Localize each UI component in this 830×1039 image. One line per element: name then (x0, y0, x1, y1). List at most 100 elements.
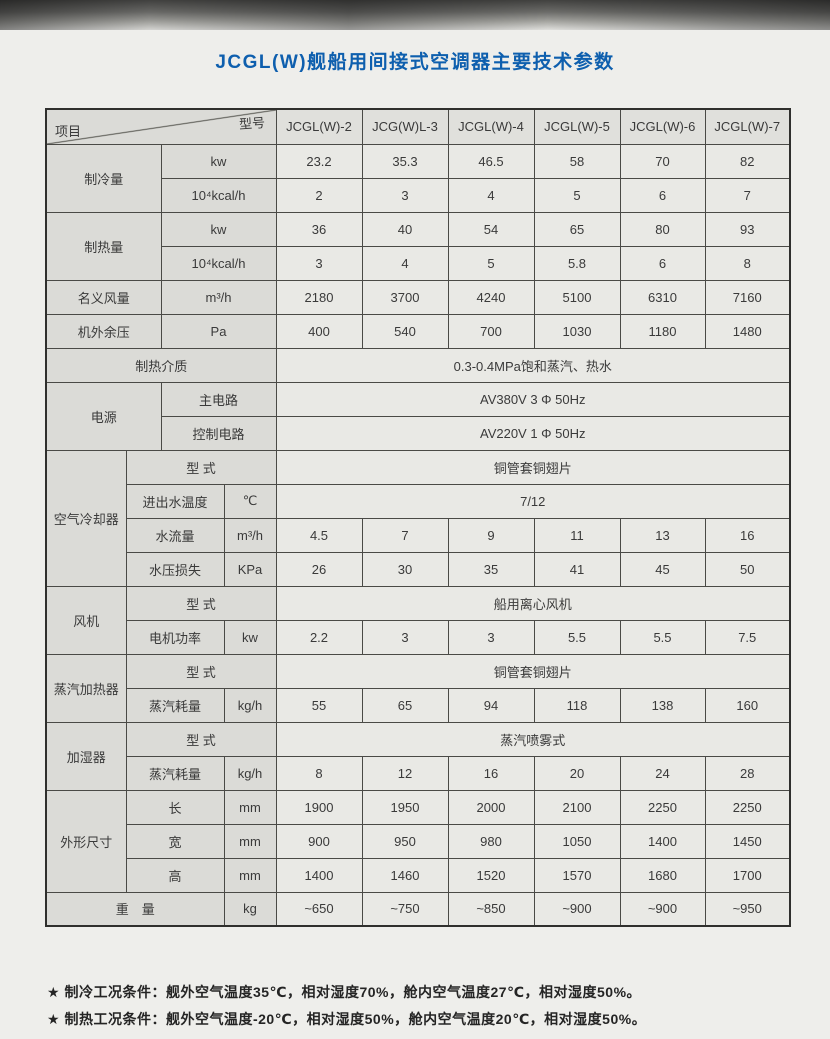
table-row: 控制电路 AV220V 1 Φ 50Hz (46, 415, 791, 451)
value-cell: 11 (533, 517, 621, 553)
value-cell: 4.5 (275, 517, 363, 553)
table-row: 重 量 kg ~650 ~750 ~850 ~900 ~900 ~950 (45, 891, 791, 927)
value-cell: 9 (447, 517, 535, 553)
sublabel-steam-consumption: 蒸汽耗量 (125, 755, 225, 791)
merged-value-cell: 铜管套铜翅片 (275, 653, 791, 689)
table-row: 名义风量 m³/h 2180 3700 4240 5100 6310 7160 (45, 279, 791, 315)
label-cooling-capacity: 制冷量 (45, 143, 162, 213)
value-cell: 1400 (619, 823, 706, 859)
label-humidifier: 加湿器 (45, 721, 127, 791)
value-cell: 2250 (704, 789, 791, 825)
unit-cell: mm (223, 823, 277, 859)
label-weight: 重 量 (45, 891, 225, 927)
label-dimensions: 外形尺寸 (45, 789, 127, 893)
sublabel-steam-consumption: 蒸汽耗量 (125, 687, 225, 723)
merged-value-cell: 铜管套铜翅片 (275, 449, 791, 485)
value-cell: ~950 (704, 891, 791, 927)
value-cell: 4 (447, 177, 535, 213)
value-cell: 7 (361, 517, 449, 553)
value-cell: 540 (361, 313, 449, 349)
unit-cell: Pa (160, 313, 277, 349)
value-cell: 8 (704, 245, 791, 281)
unit-cell: mm (223, 857, 277, 893)
value-cell: 2180 (275, 279, 363, 315)
value-cell: ~850 (447, 891, 535, 927)
sublabel-water-temp: 进出水温度 (125, 483, 225, 519)
model-header: JCG(W)L-3 (361, 108, 449, 145)
value-cell: 1050 (533, 823, 621, 859)
value-cell: 45 (619, 551, 706, 587)
value-cell: 950 (361, 823, 449, 859)
model-header: JCGL(W)-7 (704, 108, 791, 145)
table-row: 10⁴kcal/h 3 4 5 5.8 6 8 (46, 245, 791, 281)
table-row: 制冷量 kw 23.2 35.3 46.5 58 70 82 (45, 143, 791, 213)
value-cell: 40 (361, 211, 449, 247)
table-row: 蒸汽耗量 kg/h 55 65 94 118 138 160 (46, 687, 791, 723)
value-cell: 16 (704, 517, 791, 553)
merged-value-cell: AV220V 1 Φ 50Hz (275, 415, 791, 451)
model-header: JCGL(W)-6 (619, 108, 706, 145)
model-header: JCGL(W)-2 (275, 108, 363, 145)
value-cell: 93 (704, 211, 791, 247)
table-row: 电源 主电路 AV380V 3 Φ 50Hz (45, 381, 791, 451)
value-cell: ~900 (533, 891, 621, 927)
value-cell: 35 (447, 551, 535, 587)
merged-value-cell: AV380V 3 Φ 50Hz (275, 381, 791, 417)
value-cell: 13 (619, 517, 706, 553)
value-cell: 50 (704, 551, 791, 587)
value-cell: 6 (619, 245, 706, 281)
value-cell: 1520 (447, 857, 535, 893)
value-cell: 2250 (619, 789, 706, 825)
spec-table: 项目 型号 JCGL(W)-2 JCG(W)L-3 JCGL(W)-4 JCGL… (45, 108, 791, 927)
value-cell: 94 (447, 687, 535, 723)
value-cell: 2 (275, 177, 363, 213)
table-row: 外形尺寸 长 mm 1900 1950 2000 2100 2250 2250 (45, 789, 791, 893)
unit-cell: 10⁴kcal/h (160, 177, 277, 213)
table-row: 高 mm 1400 1460 1520 1570 1680 1700 (46, 857, 791, 893)
value-cell: 160 (704, 687, 791, 723)
sublabel-height: 高 (125, 857, 225, 893)
value-cell: 3 (275, 245, 363, 281)
value-cell: 5.5 (533, 619, 621, 655)
value-cell: 400 (275, 313, 363, 349)
unit-cell: kg (223, 891, 277, 927)
value-cell: 24 (619, 755, 706, 791)
unit-cell: m³/h (160, 279, 277, 315)
table-row: 蒸汽耗量 kg/h 8 12 16 20 24 28 (46, 755, 791, 791)
value-cell: 1450 (704, 823, 791, 859)
label-air-cooler: 空气冷却器 (45, 449, 127, 587)
value-cell: 1030 (533, 313, 621, 349)
value-cell: 6310 (619, 279, 706, 315)
value-cell: 5.8 (533, 245, 621, 281)
label-fan: 风机 (45, 585, 127, 655)
value-cell: 7160 (704, 279, 791, 315)
sublabel-type: 型 式 (125, 653, 277, 689)
table-row: 10⁴kcal/h 2 3 4 5 6 7 (46, 177, 791, 213)
merged-value-cell: 船用离心风机 (275, 585, 791, 621)
table-row: 宽 mm 900 950 980 1050 1400 1450 (46, 823, 791, 859)
value-cell: 2.2 (275, 619, 363, 655)
unit-cell: kw (160, 143, 277, 179)
unit-cell: kw (160, 211, 277, 247)
sublabel-length: 长 (125, 789, 225, 825)
unit-cell: ℃ (223, 483, 277, 519)
value-cell: 30 (361, 551, 449, 587)
value-cell: 980 (447, 823, 535, 859)
value-cell: 65 (361, 687, 449, 723)
label-power-supply: 电源 (45, 381, 162, 451)
table-row: 蒸汽加热器 型 式 铜管套铜翅片 (45, 653, 791, 723)
label-heating-capacity: 制热量 (45, 211, 162, 281)
value-cell: 46.5 (447, 143, 535, 179)
value-cell: 4240 (447, 279, 535, 315)
value-cell: 118 (533, 687, 621, 723)
unit-cell: mm (223, 789, 277, 825)
table-row: 加湿器 型 式 蒸汽喷雾式 (45, 721, 791, 791)
value-cell: 54 (447, 211, 535, 247)
sublabel-type: 型 式 (125, 721, 277, 757)
value-cell: 58 (533, 143, 621, 179)
value-cell: ~900 (619, 891, 706, 927)
value-cell: 3 (361, 177, 449, 213)
label-nominal-airflow: 名义风量 (45, 279, 162, 315)
value-cell: 1700 (704, 857, 791, 893)
footnotes: ★ 制冷工况条件：舰外空气温度35℃，相对湿度70%，舱内空气温度27℃，相对湿… (47, 979, 807, 1033)
